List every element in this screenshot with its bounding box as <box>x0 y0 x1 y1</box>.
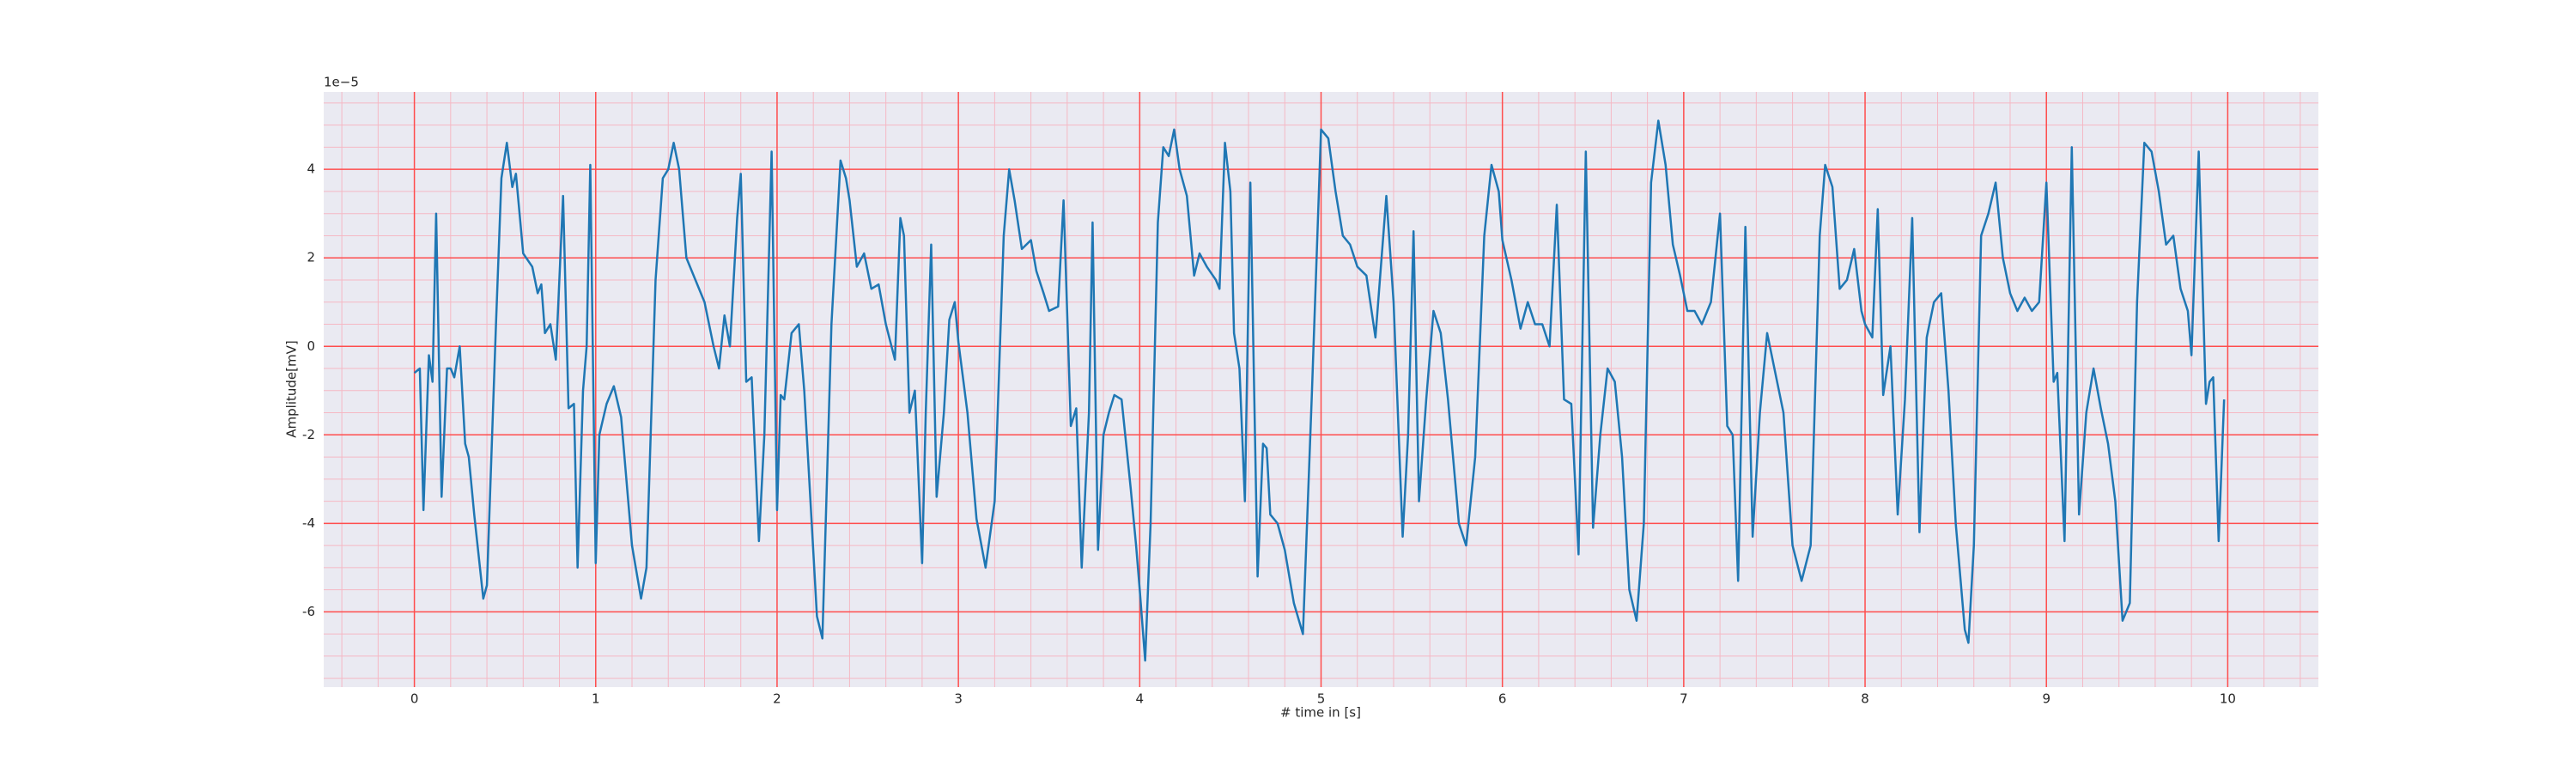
y-tick-label: 4 <box>307 161 315 177</box>
offset-text: 1e−5 <box>324 75 359 90</box>
x-tick-label: 2 <box>773 691 781 707</box>
x-tick-label: 1 <box>592 691 600 707</box>
x-tick-label: 3 <box>954 691 963 707</box>
x-tick-label: 0 <box>410 691 419 707</box>
x-tick-label: 10 <box>2220 691 2236 707</box>
x-tick-label: 6 <box>1498 691 1507 707</box>
labels: # time in [s] Amplitude[mV] 1e−5 0 1 2 3 4 5 6… <box>284 75 2236 721</box>
y-axis-label: Amplitude[mV] <box>284 340 300 437</box>
x-tick-label: 4 <box>1136 691 1145 707</box>
y-tick-label: 2 <box>307 250 315 265</box>
x-axis-label: # time in [s] <box>1280 705 1361 721</box>
x-tick-label: 9 <box>2042 691 2050 707</box>
grid <box>324 92 2318 687</box>
x-tick-label: 7 <box>1680 691 1688 707</box>
series-line <box>413 119 2226 662</box>
y-tick-label: -2 <box>302 427 315 442</box>
x-tick-label: 8 <box>1861 691 1869 707</box>
marks <box>413 119 2226 662</box>
y-tick-label: 0 <box>307 338 315 354</box>
y-tick-label: -4 <box>302 515 315 531</box>
x-tick-label: 5 <box>1317 691 1326 707</box>
y-tick-label: -6 <box>302 604 315 619</box>
